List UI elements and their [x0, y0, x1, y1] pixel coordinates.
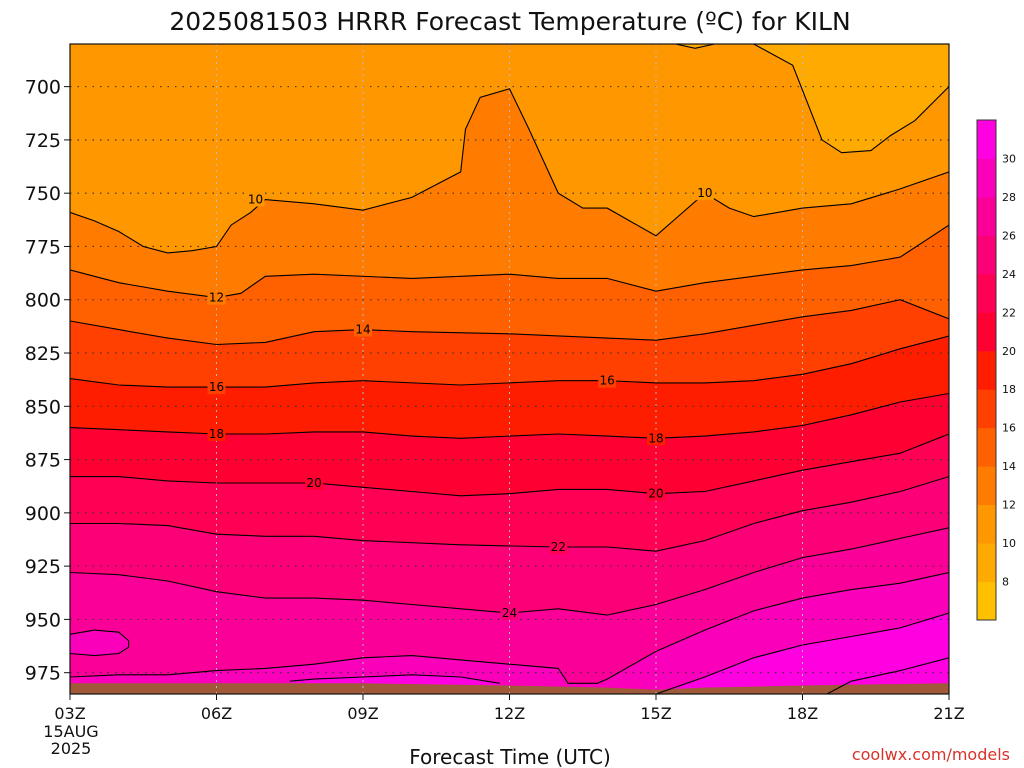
- x-tick-label-15Z: 15Z: [640, 704, 671, 723]
- colorbar-swatch: [977, 504, 996, 544]
- contour-label-bg: [695, 186, 714, 201]
- band-30c: [70, 613, 949, 694]
- colorbar-swatch: [977, 389, 996, 429]
- y-tick-label-850: 850: [25, 396, 61, 418]
- contour-label-16: 16: [209, 380, 224, 394]
- contour-line-28: [289, 674, 500, 684]
- contour-label-bg: [246, 192, 265, 207]
- contour-label-18: 18: [648, 431, 663, 445]
- y-tick-label-925: 925: [25, 556, 61, 578]
- y-tick-label-800: 800: [25, 290, 61, 312]
- colorbar-label-24: 24: [1002, 268, 1016, 281]
- contour-label-bg: [207, 427, 226, 441]
- contour-label-18: 18: [209, 427, 224, 441]
- y-tick-label-725: 725: [25, 130, 61, 152]
- x-axis-label: Forecast Time (UTC): [409, 745, 611, 768]
- contour-line-26: [70, 571, 949, 684]
- chart-title: 2025081503 HRRR Forecast Temperature (ºC…: [169, 7, 850, 36]
- contour-line-26: [70, 629, 130, 657]
- colorbar-label-28: 28: [1002, 191, 1016, 204]
- contour-label-bg: [647, 486, 665, 501]
- contour-label-20: 20: [307, 476, 322, 490]
- x-tick-label-09Z: 09Z: [347, 704, 378, 723]
- temperature-bands: [70, 44, 949, 694]
- contour-label-bg: [549, 539, 568, 554]
- contour-line-14: [70, 299, 949, 346]
- colorbar-swatch: [977, 120, 996, 159]
- contour-label-16: 16: [600, 374, 615, 388]
- x-date-label-day: 15AUG: [43, 722, 98, 741]
- band-28c-pocket: [70, 630, 129, 656]
- colorbar-swatch: [977, 581, 996, 621]
- y-tick-label-825: 825: [25, 343, 61, 365]
- x-tick-label-21Z: 21Z: [933, 704, 964, 723]
- contour-label-bg: [354, 322, 372, 337]
- ground-layer: [70, 683, 949, 694]
- y-tick-label-750: 750: [25, 183, 61, 205]
- colorbar-swatch: [977, 235, 996, 275]
- x-tick-label-03Z: 03Z: [54, 704, 85, 723]
- colorbar-label-12: 12: [1002, 499, 1016, 512]
- colorbar-label-14: 14: [1002, 460, 1016, 473]
- colorbar-swatch: [977, 196, 996, 236]
- colorbar-swatch: [977, 427, 996, 467]
- colorbar-label-30: 30: [1002, 152, 1016, 165]
- x-date-label-year: 2025: [51, 739, 92, 758]
- colorbar-label-8: 8: [1002, 576, 1009, 589]
- y-tick-label-700: 700: [25, 77, 61, 99]
- contour-label-20: 20: [648, 487, 663, 501]
- y-tick-label-950: 950: [25, 609, 61, 631]
- contour-line-10: [70, 88, 949, 254]
- contour-label-22: 22: [551, 540, 566, 554]
- y-axis: 700 725 750 775 800 825 850 875 900 925 950 975: [25, 77, 70, 685]
- y-tick-label-775: 775: [25, 236, 61, 258]
- ground-fill: [70, 683, 949, 694]
- contour-lines: [70, 44, 949, 694]
- contour-line-30: [826, 657, 949, 694]
- band-8c: [675, 44, 949, 153]
- colorbar-label-22: 22: [1002, 306, 1016, 319]
- x-tick-label-06Z: 06Z: [201, 704, 232, 723]
- x-tick-label-18Z: 18Z: [787, 704, 818, 723]
- colorbar-swatch: [977, 158, 996, 198]
- colorbar-label-18: 18: [1002, 383, 1016, 396]
- contour-label-24: 24: [502, 606, 517, 620]
- colorbar-frame: [976, 119, 997, 621]
- colorbar: 8 10 12 14 16 18 20 22 24 26 28 30: [976, 119, 1016, 621]
- contour-line-16: [70, 335, 949, 388]
- colorbar-label-16: 16: [1002, 422, 1016, 435]
- colorbar-label-26: 26: [1002, 229, 1016, 242]
- x-axis: 03Z 06Z 09Z 12Z 15Z 18Z 21Z: [54, 694, 965, 723]
- contour-label-12: 12: [209, 291, 224, 305]
- contour-label-10: 10: [697, 186, 712, 200]
- contour-label-bg: [647, 431, 665, 446]
- colorbar-swatch: [977, 273, 996, 313]
- contour-labels: 10 10 12 14 16 16 18 18 20 20 22 24: [207, 186, 714, 621]
- colorbar-swatch: [977, 543, 996, 583]
- y-tick-label-900: 900: [25, 503, 61, 525]
- x-tick-label-12Z: 12Z: [494, 704, 525, 723]
- colorbar-label-20: 20: [1002, 345, 1016, 358]
- plot-area: 10 10 12 14 16 16 18 18 20 20 22 24: [70, 44, 949, 694]
- contour-label-bg: [207, 380, 226, 395]
- contour-line-20: [70, 433, 949, 497]
- y-tick-label-975: 975: [25, 663, 61, 685]
- colorbar-label-10: 10: [1002, 537, 1016, 550]
- credit-text: coolwx.com/models: [852, 745, 1010, 764]
- contour-label-14: 14: [355, 323, 370, 337]
- grid-lines: [70, 44, 949, 694]
- colorbar-swatch: [977, 350, 996, 390]
- contour-label-bg: [598, 373, 617, 388]
- y-tick-label-875: 875: [25, 450, 61, 472]
- contour-label-bg: [305, 476, 324, 491]
- contour-line-8: [675, 44, 949, 154]
- contour-line-28: [655, 612, 949, 694]
- contour-label-bg: [500, 606, 519, 621]
- colorbar-swatch: [977, 312, 996, 352]
- band-28c: [70, 572, 949, 694]
- contour-label-bg: [207, 290, 226, 305]
- colorbar-swatch: [977, 466, 996, 506]
- contour-label-10: 10: [248, 193, 263, 207]
